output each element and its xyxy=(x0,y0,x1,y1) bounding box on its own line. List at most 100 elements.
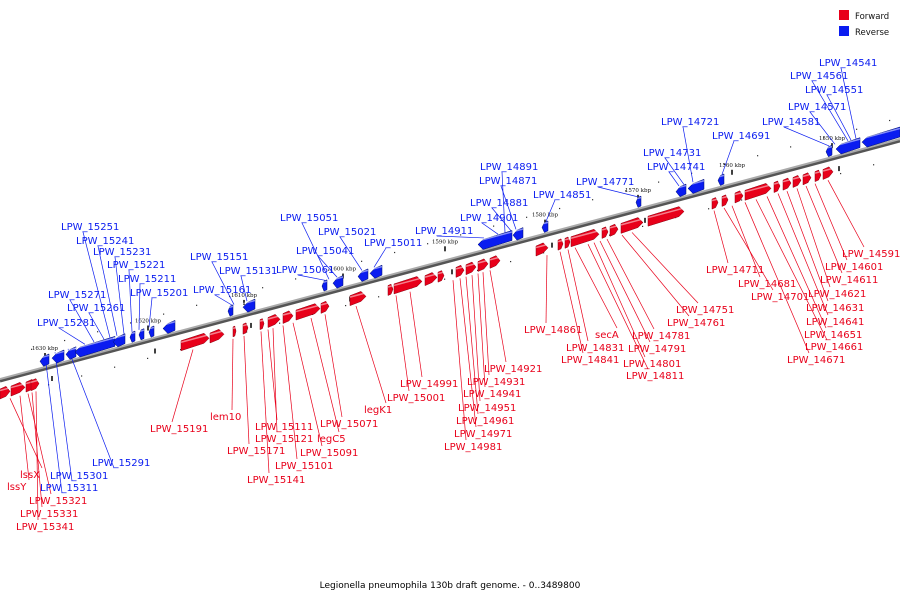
reverse-gene-label[interactable]: LPW_15301 xyxy=(50,471,108,482)
forward-gene-label[interactable]: LPW_14781 xyxy=(632,331,690,342)
forward-gene-label[interactable]: LPW_14971 xyxy=(454,429,512,440)
forward-gene-arrow[interactable] xyxy=(744,183,772,201)
forward-gene-label[interactable]: LPW_15171 xyxy=(227,446,285,457)
reverse-gene-label[interactable]: LPW_15281 xyxy=(37,318,95,329)
reverse-gene-arrow[interactable] xyxy=(477,230,513,250)
reverse-gene-label[interactable]: LPW_14581 xyxy=(762,117,820,128)
reverse-gene-label[interactable]: LPW_15051 xyxy=(280,213,338,224)
reverse-gene-label[interactable]: LPW_14731 xyxy=(643,148,701,159)
reverse-gene-label[interactable]: LPW_14561 xyxy=(790,71,848,82)
reverse-gene-arrow[interactable] xyxy=(512,227,524,241)
forward-gene-label[interactable]: LPW_15341 xyxy=(16,522,74,533)
forward-gene-label[interactable]: LPW_14921 xyxy=(484,364,542,375)
forward-gene-label[interactable]: LPW_14681 xyxy=(738,279,796,290)
forward-gene-label[interactable]: LPW_14991 xyxy=(400,379,458,390)
reverse-gene-arrow[interactable] xyxy=(332,275,344,289)
forward-gene-label[interactable]: LPW_15101 xyxy=(275,461,333,472)
forward-gene-label[interactable]: LPW_15001 xyxy=(387,393,445,404)
forward-gene-label[interactable]: LPW_14711 xyxy=(706,265,764,276)
reverse-gene-arrow[interactable] xyxy=(369,264,383,279)
forward-gene-arrow[interactable] xyxy=(393,276,423,295)
forward-gene-label[interactable]: LPW_14951 xyxy=(458,403,516,414)
reverse-gene-label[interactable]: LPW_14891 xyxy=(480,162,538,173)
reverse-gene-label[interactable]: LPW_15161 xyxy=(193,285,251,296)
forward-gene-arrow[interactable] xyxy=(209,328,225,344)
forward-gene-label[interactable]: LPW_14701 xyxy=(751,292,809,303)
forward-gene-label[interactable]: LPW_14631 xyxy=(806,303,864,314)
forward-gene-label[interactable]: legK1 xyxy=(364,405,392,416)
reverse-gene-label[interactable]: LPW_14551 xyxy=(805,85,863,96)
forward-gene-label[interactable]: LPW_14961 xyxy=(456,416,514,427)
forward-gene-label[interactable]: LPW_15191 xyxy=(150,424,208,435)
forward-gene-label[interactable]: LPW_15121 xyxy=(255,434,313,445)
forward-gene-label[interactable]: lssX xyxy=(20,470,40,481)
reverse-gene-label[interactable]: LPW_14741 xyxy=(647,162,705,173)
reverse-gene-label[interactable]: LPW_15241 xyxy=(76,236,134,247)
reverse-gene-label[interactable]: LPW_15201 xyxy=(130,288,188,299)
reverse-gene-arrow[interactable] xyxy=(675,183,687,198)
reverse-gene-arrow[interactable] xyxy=(74,335,116,358)
forward-gene-label[interactable]: LPW_14621 xyxy=(808,289,866,300)
reverse-gene-label[interactable]: LPW_15151 xyxy=(190,252,248,263)
reverse-gene-label[interactable]: LPW_14721 xyxy=(661,117,719,128)
reverse-gene-label[interactable]: LPW_14911 xyxy=(415,226,473,237)
forward-gene-arrow[interactable] xyxy=(647,206,685,227)
forward-gene-label[interactable]: LPW_14811 xyxy=(626,371,684,382)
forward-gene-label[interactable]: LPW_15321 xyxy=(29,496,87,507)
reverse-gene-label[interactable]: LPW_15041 xyxy=(296,246,354,257)
reverse-gene-label[interactable]: LPW_14901 xyxy=(460,213,518,224)
reverse-gene-label[interactable]: LPW_14881 xyxy=(470,198,528,209)
forward-gene-label[interactable]: LPW_14651 xyxy=(804,330,862,341)
reverse-gene-label[interactable]: LPW_14871 xyxy=(479,176,537,187)
reverse-gene-arrow[interactable] xyxy=(635,195,642,208)
reverse-gene-label[interactable]: LPW_14691 xyxy=(712,131,770,142)
reverse-gene-label[interactable]: LPW_15261 xyxy=(67,303,125,314)
forward-gene-label[interactable]: lssY xyxy=(7,482,27,493)
reverse-gene-label[interactable]: LPW_15011 xyxy=(364,238,422,249)
reverse-gene-arrow[interactable] xyxy=(65,346,77,360)
reverse-gene-arrow[interactable] xyxy=(227,304,234,317)
forward-gene-label[interactable]: LPW_14861 xyxy=(524,325,582,336)
reverse-gene-label[interactable]: LPW_14541 xyxy=(819,58,877,69)
reverse-gene-arrow[interactable] xyxy=(357,268,369,282)
reverse-gene-arrow[interactable] xyxy=(687,178,705,194)
forward-gene-arrow[interactable] xyxy=(620,217,644,234)
forward-gene-label[interactable]: LPW_14611 xyxy=(820,275,878,286)
reverse-gene-label[interactable]: LPW_15311 xyxy=(40,483,98,494)
reverse-gene-arrow[interactable] xyxy=(242,298,256,313)
reverse-gene-arrow[interactable] xyxy=(861,126,900,148)
forward-gene-label[interactable]: LPW_15331 xyxy=(20,509,78,520)
reverse-gene-label[interactable]: LPW_15231 xyxy=(93,247,151,258)
reverse-gene-arrow[interactable] xyxy=(321,279,328,292)
forward-gene-label[interactable]: LPW_14791 xyxy=(628,344,686,355)
reverse-gene-label[interactable]: LPW_15221 xyxy=(107,260,165,271)
reverse-gene-arrow[interactable] xyxy=(51,349,65,364)
forward-gene-label[interactable]: LPW_14671 xyxy=(787,355,845,366)
reverse-gene-label[interactable]: LPW_15021 xyxy=(318,227,376,238)
reverse-gene-arrow[interactable] xyxy=(835,137,861,155)
reverse-gene-label[interactable]: LPW_14851 xyxy=(533,190,591,201)
forward-gene-label[interactable]: LPW_15141 xyxy=(247,475,305,486)
forward-gene-label[interactable]: LPW_15111 xyxy=(255,422,313,433)
reverse-gene-label[interactable]: LPW_14571 xyxy=(788,102,846,113)
forward-gene-label[interactable]: LPW_14751 xyxy=(676,305,734,316)
reverse-gene-label[interactable]: LPW_15211 xyxy=(118,274,176,285)
forward-gene-label[interactable]: LPW_14981 xyxy=(444,442,502,453)
reverse-gene-label[interactable]: LPW_15061 xyxy=(276,265,334,276)
forward-gene-label[interactable]: secA xyxy=(595,330,619,341)
reverse-gene-label[interactable]: LPW_15131 xyxy=(219,266,277,277)
reverse-gene-arrow[interactable] xyxy=(148,325,155,338)
forward-gene-arrow[interactable] xyxy=(349,291,367,307)
reverse-gene-arrow[interactable] xyxy=(39,353,50,367)
forward-gene-label[interactable]: LPW_14841 xyxy=(561,355,619,366)
reverse-gene-label[interactable]: LPW_15251 xyxy=(61,222,119,233)
forward-gene-label[interactable]: lem10 xyxy=(210,412,241,423)
forward-gene-arrow[interactable] xyxy=(295,303,321,321)
forward-gene-label[interactable]: LPW_14591 xyxy=(842,249,900,260)
reverse-gene-arrow[interactable] xyxy=(825,144,833,158)
forward-gene-arrow[interactable] xyxy=(570,228,600,248)
reverse-gene-arrow[interactable] xyxy=(129,330,136,343)
reverse-gene-label[interactable]: LPW_15271 xyxy=(48,290,106,301)
forward-gene-label[interactable]: LPW_15091 xyxy=(300,448,358,459)
forward-gene-label[interactable]: LPW_15071 xyxy=(320,419,378,430)
